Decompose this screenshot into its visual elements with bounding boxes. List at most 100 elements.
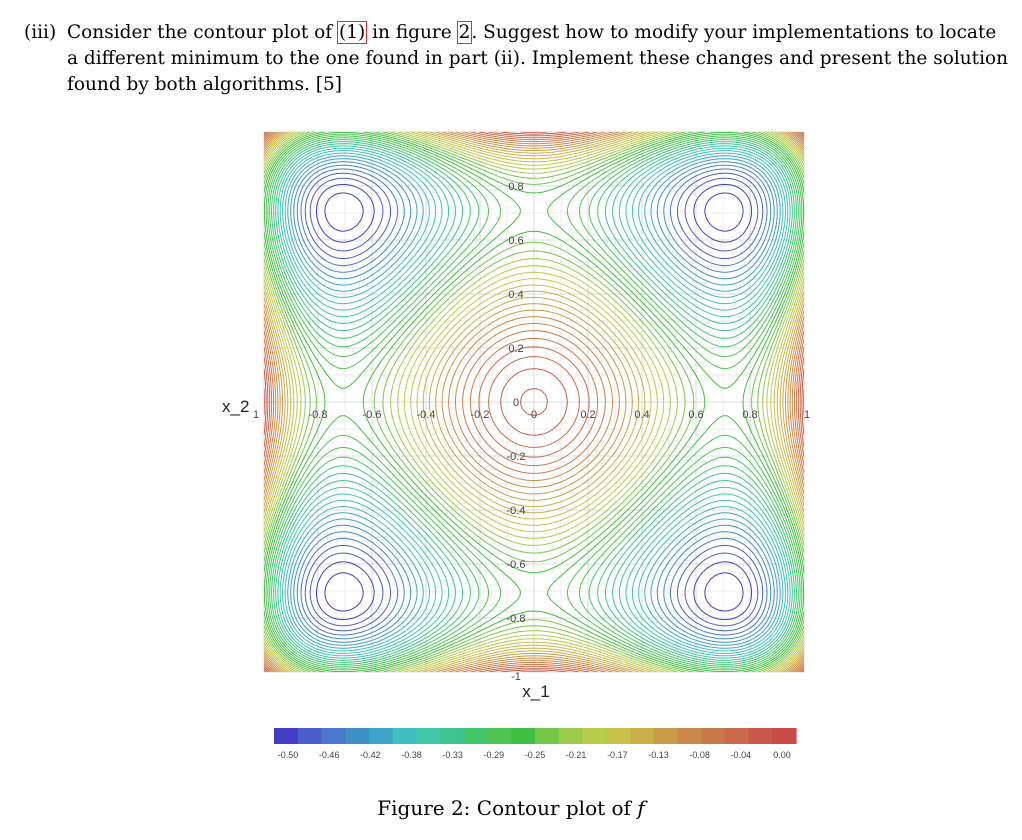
x-tick-label: -0.4: [417, 409, 436, 421]
question-line-1-b: in figure: [366, 22, 458, 43]
x-tick-label: 1: [804, 409, 810, 421]
question-line-1-c: . Suggest how to modify your implementat…: [471, 22, 997, 43]
colorbar-swatch: [511, 728, 536, 744]
question-line-1: Consider the contour plot of (1) in figu…: [67, 20, 996, 46]
contour-line: [284, 152, 784, 652]
x-tick-label: 0.6: [688, 409, 703, 421]
contour-line: [264, 132, 804, 672]
colorbar-swatch: [772, 728, 797, 744]
colorbar-swatch: [487, 728, 512, 744]
equation-reference[interactable]: (1): [337, 21, 368, 44]
contour-line: [300, 168, 768, 636]
contour-line: [264, 132, 804, 672]
colorbar-label: 0.00: [773, 750, 791, 760]
colorbar-swatch: [558, 728, 584, 744]
contour-line: [265, 133, 803, 671]
y-tick-label: 0: [513, 397, 519, 409]
colorbar-label: -0.08: [689, 750, 710, 760]
colorbar-swatch: [535, 728, 560, 744]
colorbar-label: -0.50: [278, 750, 299, 760]
colorbar-swatch: [440, 728, 465, 744]
contour-line: [293, 161, 775, 643]
colorbar-label: -0.29: [484, 750, 505, 760]
x-tick-label: -0.2: [471, 409, 490, 421]
contour-line: [275, 143, 793, 661]
tick-labels: 1 -0.8 -0.6 -0.4 -0.2 0 0.2 0.4 0.6 0.8 1 0.8 0.6 0.4…: [253, 181, 810, 683]
colorbar-label: -0.17: [607, 750, 628, 760]
caption-symbol: f: [637, 796, 645, 820]
colorbar-swatch: [701, 728, 726, 744]
contour-line: [324, 192, 744, 612]
colorbar-swatch: [345, 728, 370, 744]
y-axis-label: x_2: [222, 397, 249, 416]
colorbar: [274, 728, 797, 744]
colorbar-label: -0.38: [401, 750, 422, 760]
y-tick-label: -1: [511, 671, 521, 683]
y-tick-label: -0.2: [507, 451, 526, 463]
x-tick-label: 0.8: [742, 409, 757, 421]
contour-line: [264, 132, 804, 672]
contour-line: [273, 141, 795, 663]
colorbar-swatch: [606, 728, 631, 744]
colorbar-label: -0.04: [731, 750, 752, 760]
grid: [263, 131, 805, 673]
y-tick-label: -0.6: [507, 559, 526, 571]
contour-line: [290, 158, 778, 646]
contour-line: [264, 132, 804, 672]
colorbar-swatch: [392, 728, 417, 744]
contour-line: [264, 132, 804, 672]
colorbar-labels: -0.50 -0.46 -0.42 -0.38 -0.33 -0.29 -0.25 -0.21…: [278, 750, 791, 760]
contour-line: [304, 172, 764, 632]
y-tick-label: 0.4: [508, 289, 523, 301]
contour-line: [309, 177, 759, 627]
contour-line: [264, 132, 804, 672]
contour-line: [264, 132, 804, 672]
contour-line: [264, 132, 804, 672]
colorbar-swatch: [582, 728, 607, 744]
contour-line: [269, 137, 799, 667]
question-number: (iii): [24, 22, 57, 43]
contour-line: [277, 145, 791, 659]
colorbar-label: -0.46: [319, 750, 340, 760]
contour-line: [264, 132, 804, 672]
y-tick-label: -0.8: [507, 613, 526, 625]
contour-line: [296, 164, 772, 640]
colorbar-swatch: [677, 728, 702, 744]
x-tick-label: -0.6: [363, 409, 382, 421]
question-line-1-a: Consider the contour plot of: [67, 22, 339, 43]
contour-line: [316, 184, 752, 620]
contour-line: [264, 132, 804, 672]
colorbar-label: -0.42: [360, 750, 381, 760]
colorbar-label: -0.13: [648, 750, 669, 760]
colorbar-label: -0.33: [442, 750, 463, 760]
contour-line: [264, 132, 804, 672]
colorbar-swatch: [629, 728, 655, 744]
question-line-2: a different minimum to the one found in …: [67, 48, 1009, 69]
x-tick-label: 1: [253, 409, 259, 421]
contour-line: [264, 132, 804, 672]
x-tick-label: 0.4: [634, 409, 649, 421]
figure-caption: Figure 2: Contour plot of f: [0, 796, 1022, 820]
contour-line: [264, 132, 804, 672]
figure-reference[interactable]: 2: [456, 21, 473, 44]
x-axis-label: x_1: [522, 682, 549, 701]
contour-line: [264, 132, 804, 672]
contour-line: [264, 132, 804, 672]
contour-chart: 1 -0.8 -0.6 -0.4 -0.2 0 0.2 0.4 0.6 0.8 1 0.8 0.6 0.4…: [222, 131, 810, 760]
contour-line: [282, 150, 786, 654]
colorbar-swatch: [653, 728, 678, 744]
colorbar-label: -0.25: [525, 750, 546, 760]
y-tick-label: 0.2: [508, 343, 523, 355]
colorbar-swatch: [297, 728, 323, 744]
contour-line: [264, 132, 804, 672]
question-line-3: found by both algorithms. [5]: [67, 74, 342, 95]
contour-line: [287, 155, 781, 649]
x-tick-label: -0.8: [309, 409, 328, 421]
colorbar-swatch: [724, 728, 750, 744]
colorbar-swatch: [368, 728, 394, 744]
contour-lines: [264, 132, 804, 672]
x-tick-label: 0: [531, 409, 537, 421]
colorbar-swatch: [274, 728, 299, 744]
colorbar-label: -0.21: [566, 750, 587, 760]
y-tick-label: 0.6: [508, 235, 523, 247]
